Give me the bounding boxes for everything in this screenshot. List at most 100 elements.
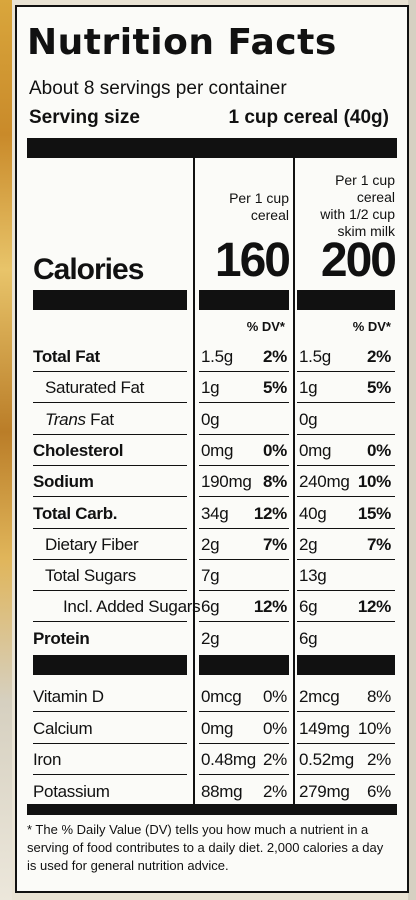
row-rule	[297, 402, 395, 404]
row-rule	[33, 590, 187, 592]
calories-bar-name	[33, 290, 187, 310]
amount-col1: 1g	[201, 378, 220, 398]
vitamin-name: Potassium	[33, 781, 110, 801]
nutrient-name: Saturated Fat	[45, 378, 145, 398]
row-rule	[297, 464, 395, 466]
calories-bar-col1	[199, 290, 289, 310]
dv-col1: 12%	[253, 597, 287, 617]
row-rule	[199, 371, 289, 372]
column-divider-2	[293, 158, 295, 808]
nutrient-row: Total Carb. 34g 12% 40g 15%	[17, 498, 407, 529]
dv-col2: 7%	[367, 534, 391, 554]
vitamin-amount-col2: 279mg	[299, 781, 350, 801]
vitamin-dv-col2: 8%	[367, 687, 391, 706]
amount-col2: 2g	[299, 534, 318, 554]
row-rule	[33, 496, 187, 498]
nutrient-name-italic: Trans	[45, 409, 86, 429]
nutrient-name-rest: Fat	[85, 409, 114, 429]
row-rule	[33, 711, 187, 712]
amount-col1: 190mg	[201, 472, 252, 492]
col2-header-line2: with 1/2 cup	[320, 206, 395, 222]
nutrient-name: Incl. Added Sugars	[63, 597, 201, 617]
dv-col1: 8%	[263, 472, 287, 492]
amount-col2: 6g	[299, 628, 318, 648]
row-rule	[33, 621, 187, 623]
vitamin-name: Iron	[33, 750, 62, 769]
amount-col2: 240mg	[299, 472, 350, 492]
dv-col2: 0%	[367, 440, 391, 460]
vitamin-row: Vitamin D 0mcg 0% 2mcg 8%	[17, 681, 407, 712]
dv-col1: 12%	[253, 503, 287, 523]
vitamin-amount-col1: 0mg	[201, 718, 234, 738]
amount-col2: 1.5g	[299, 347, 331, 366]
amount-col2: 0mg	[299, 440, 332, 460]
protein-bar-name	[33, 655, 187, 675]
daily-value-footnote: * The % Daily Value (DV) tells you how m…	[27, 822, 384, 873]
row-rule	[297, 621, 395, 623]
row-rule	[199, 590, 289, 592]
nutrient-name: Total Fat	[33, 347, 100, 366]
dv-header-col1: % DV*	[246, 319, 285, 334]
dv-col2	[335, 404, 391, 435]
vitamin-amount-col2: 0.52mg	[299, 750, 354, 769]
dv-col1: 0%	[263, 440, 287, 460]
thick-divider-bottom	[27, 804, 397, 815]
column-divider-1	[193, 158, 195, 808]
row-rule	[199, 433, 289, 435]
vitamin-row: Iron 0.48mg 2% 0.52mg 2%	[17, 744, 407, 775]
row-rule	[297, 371, 395, 372]
row-rule	[199, 774, 289, 775]
nutrient-row: Total Sugars 7g 13g	[17, 560, 407, 592]
dv-col2: 12%	[357, 597, 391, 617]
row-rule	[297, 742, 395, 744]
nutrient-name: Sodium	[33, 472, 94, 492]
dv-col2	[335, 560, 391, 591]
serving-size-value: 1 cup cereal (40g)	[228, 107, 389, 128]
vitamin-amount-col2: 2mcg	[299, 687, 340, 706]
dv-col2: 10%	[357, 472, 391, 492]
nutrient-name: Cholesterol	[33, 440, 124, 460]
col2-header: Per 1 cup cereal with 1/2 cup skim milk	[297, 172, 395, 240]
row-rule	[297, 433, 395, 435]
row-rule	[33, 433, 187, 435]
nutrient-row: Incl. Added Sugars 6g 12% 6g 12%	[17, 591, 407, 623]
dv-col1	[235, 560, 287, 591]
dv-col1	[235, 623, 287, 654]
serving-size-label: Serving size	[29, 107, 140, 128]
row-rule	[199, 621, 289, 623]
amount-col1: 0g	[201, 409, 220, 429]
row-rule	[199, 527, 289, 529]
row-rule	[33, 558, 187, 560]
label-title: Nutrition Facts	[27, 22, 337, 63]
vitamin-dv-col1: 0%	[263, 687, 287, 706]
dv-col1: 7%	[263, 534, 287, 554]
vitamin-dv-col1: 2%	[263, 781, 287, 801]
vitamin-dv-col1: 2%	[263, 750, 287, 769]
calories-label: Calories	[33, 253, 144, 286]
dv-col1: 2%	[263, 347, 287, 366]
nutrient-row: Total Fat 1.5g 2% 1.5g 2%	[17, 341, 407, 372]
servings-per-container: About 8 servings per container	[29, 78, 287, 99]
nutrient-row: Cholesterol 0mg 0% 0mg 0%	[17, 435, 407, 466]
calories-col1-value: 160	[214, 234, 291, 287]
nutrition-facts-panel: Nutrition Facts About 8 servings per con…	[15, 5, 409, 893]
amount-col1: 2g	[201, 534, 220, 554]
row-rule	[199, 496, 289, 498]
nutrient-name: Total Sugars	[45, 566, 136, 586]
vitamin-name: Vitamin D	[33, 687, 104, 706]
protein-bar-col1	[199, 655, 289, 675]
dv-header-col2: % DV*	[352, 319, 391, 334]
row-rule	[297, 590, 395, 592]
dv-col2: 5%	[367, 378, 391, 398]
row-rule	[297, 774, 395, 775]
row-rule	[199, 402, 289, 404]
dv-col2: 15%	[357, 503, 391, 523]
row-rule	[297, 527, 395, 529]
nutrient-row: Saturated Fat 1g 5% 1g 5%	[17, 372, 407, 404]
amount-col1: 2g	[201, 628, 220, 648]
amount-col2: 0g	[299, 409, 318, 429]
amount-col1: 1.5g	[201, 347, 233, 366]
col1-header-line1: Per 1 cup	[229, 190, 289, 206]
amount-col1: 0mg	[201, 440, 234, 460]
nutrient-row: Protein 2g 6g	[17, 623, 407, 654]
